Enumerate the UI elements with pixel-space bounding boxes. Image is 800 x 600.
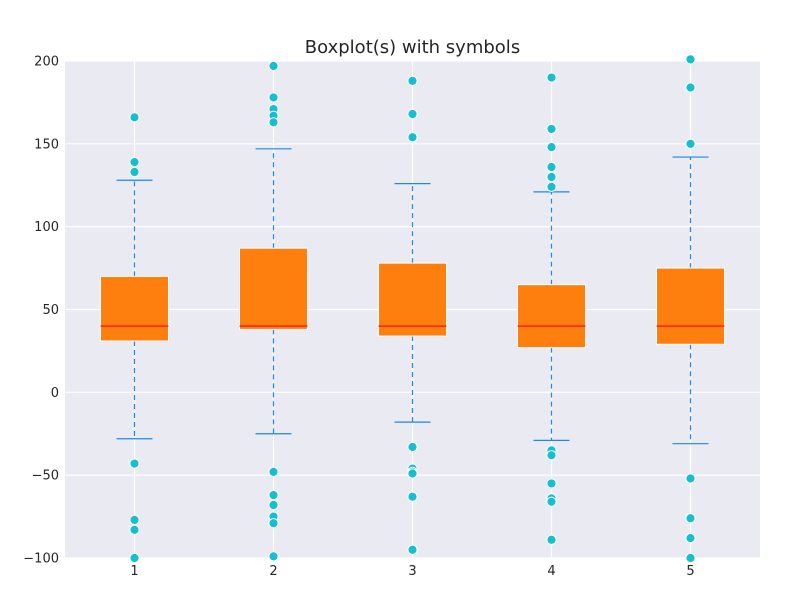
iqr-box (656, 267, 725, 345)
x-tick-label: 3 (408, 564, 416, 579)
outlier-point (546, 450, 557, 461)
outlier-point (268, 499, 279, 511)
outlier-point (546, 171, 557, 183)
outlier-point (268, 466, 279, 477)
box-group-2 (239, 60, 308, 562)
y-tick-label: 200 (34, 55, 59, 70)
box-group-1 (100, 112, 169, 564)
outlier-point (546, 142, 557, 153)
outlier-point (129, 524, 140, 535)
outlier-point (407, 491, 418, 502)
chart-title: Boxplot(s) with symbols (305, 37, 520, 58)
outlier-point (129, 552, 140, 564)
outlier-point (268, 117, 279, 128)
outlier-point (129, 112, 140, 123)
outlier-point (268, 489, 279, 501)
y-tick-label: −50 (32, 469, 59, 484)
outlier-point (685, 552, 696, 564)
y-tick-label: 50 (42, 303, 59, 318)
y-axis-ticks: 200 150 100 50 0 −50 −100 (23, 55, 59, 567)
outlier-point (129, 458, 140, 469)
outlier-point (129, 514, 140, 525)
outlier-point (407, 108, 418, 120)
outlier-point (685, 138, 696, 149)
outlier-point (546, 478, 557, 489)
iqr-box (378, 262, 447, 337)
outlier-point (407, 544, 418, 555)
outlier-point (407, 132, 418, 143)
outlier-point (268, 518, 279, 529)
outlier-point (685, 533, 696, 544)
outlier-point (546, 161, 557, 173)
outlier-point (407, 468, 418, 479)
outlier-point (268, 92, 279, 103)
iqr-box (239, 247, 308, 330)
outlier-point (546, 72, 557, 83)
outlier-point (268, 60, 279, 72)
x-tick-label: 1 (130, 564, 138, 579)
outlier-point (407, 75, 418, 86)
box-group-4 (517, 72, 586, 545)
outlier-point (685, 473, 696, 484)
x-axis-ticks: 1 2 3 4 5 (130, 564, 694, 579)
outlier-point (268, 551, 279, 562)
box-group-3 (378, 75, 447, 555)
outlier-point (129, 166, 140, 178)
x-tick-label: 4 (547, 564, 555, 579)
iqr-box (100, 275, 169, 342)
y-tick-label: −100 (23, 552, 59, 567)
outlier-point (546, 496, 557, 507)
outlier-point (685, 54, 696, 65)
y-tick-label: 100 (34, 220, 59, 235)
iqr-box (517, 284, 586, 349)
box-series (100, 54, 725, 564)
y-tick-label: 0 (51, 386, 59, 401)
outlier-point (546, 123, 557, 135)
box-group-5 (656, 54, 725, 564)
x-tick-label: 5 (686, 564, 694, 579)
y-tick-label: 150 (34, 137, 59, 152)
outlier-point (407, 441, 418, 453)
outlier-point (685, 82, 696, 93)
outlier-point (546, 181, 557, 193)
x-tick-label: 2 (269, 564, 277, 579)
outlier-point (129, 156, 140, 168)
outlier-point (685, 513, 696, 524)
outlier-point (546, 534, 557, 545)
